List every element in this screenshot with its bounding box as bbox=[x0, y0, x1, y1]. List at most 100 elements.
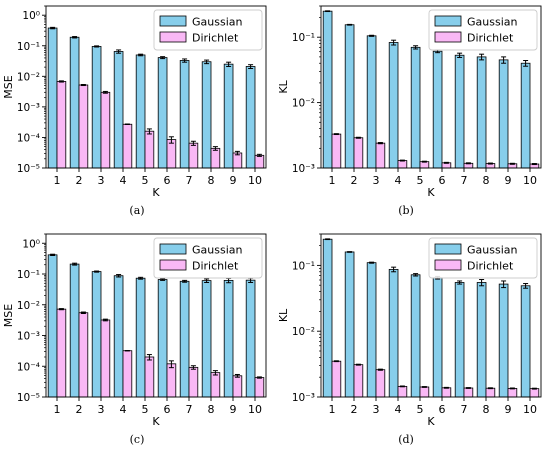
x-axis-label: K bbox=[427, 186, 435, 199]
chart-d-plot: 10⁻³ 10⁻² 10⁻¹ 1 2 3 4 5 6 7 8 9 10 K KL Gaussian Dirich… bbox=[277, 233, 542, 428]
x-tick-label-8: 8 bbox=[208, 174, 215, 187]
y-tick-label: 10⁻³ bbox=[292, 163, 315, 175]
y-tick-label: 10⁻⁵ bbox=[17, 163, 40, 175]
x-tick-label-1: 1 bbox=[329, 174, 336, 187]
bar-gaussian-1 bbox=[322, 10, 333, 169]
bar-dirichlet-5 bbox=[144, 130, 155, 169]
x-axis-label: K bbox=[427, 415, 435, 428]
bar-gaussian-3 bbox=[91, 271, 102, 398]
bar-dirichlet-2 bbox=[78, 84, 89, 169]
legend-swatch-dirichlet bbox=[434, 259, 462, 271]
legend-label-gaussian: Gaussian bbox=[192, 16, 242, 29]
bar-dirichlet-10 bbox=[254, 377, 265, 398]
bar-gaussian-7 bbox=[454, 282, 465, 398]
bar-dirichlet-4 bbox=[397, 385, 408, 398]
plot-frame bbox=[320, 5, 542, 169]
y-tick-label: 10⁻¹ bbox=[292, 260, 315, 272]
bar-gaussian-9 bbox=[223, 279, 234, 398]
x-tick-label-8: 8 bbox=[483, 174, 490, 187]
chart-panel-d: 10⁻³ 10⁻² 10⁻¹ 1 2 3 4 5 6 7 8 9 10 K KL Gaussian Dirich… bbox=[275, 225, 550, 451]
legend-label-dirichlet: Dirichlet bbox=[192, 260, 239, 273]
x-tick-label-9: 9 bbox=[505, 403, 512, 416]
y-tick-label: 10⁻² bbox=[292, 98, 315, 110]
chart-panel-c: 10⁻⁵ 10⁻⁴ 10⁻³ 10⁻² 10⁻¹ 10⁰ 1 2 3 4 5 6 7 8 9 10 K MSE Ga… bbox=[0, 225, 275, 451]
bar-gaussian-2 bbox=[69, 36, 80, 169]
legend-swatch-gaussian bbox=[159, 243, 187, 255]
bar-gaussian-4 bbox=[113, 275, 124, 398]
x-tick-label-9: 9 bbox=[230, 174, 237, 187]
bar-gaussian-7 bbox=[454, 54, 465, 169]
plot-frame bbox=[45, 5, 267, 169]
y-tick-label: 10⁻³ bbox=[292, 392, 315, 404]
x-tick-label-2: 2 bbox=[76, 403, 83, 416]
bar-dirichlet-1 bbox=[56, 308, 67, 398]
legend-swatch-dirichlet bbox=[434, 31, 462, 43]
bar-gaussian-8 bbox=[201, 61, 212, 169]
chart-panel-a: 10⁻⁵ 10⁻⁴ 10⁻³ 10⁻² 10⁻¹ 10⁰ 1 2 3 4 5 6 7 8 9 10 K MSE Ga… bbox=[0, 0, 275, 225]
bar-gaussian-5 bbox=[135, 277, 146, 398]
y-tick-label: 10⁻¹ bbox=[17, 269, 40, 281]
bar-dirichlet-7 bbox=[188, 142, 199, 169]
y-tick-label: 10⁰ bbox=[22, 10, 40, 22]
x-tick-label-5: 5 bbox=[142, 174, 149, 187]
legend-label-dirichlet: Dirichlet bbox=[192, 32, 239, 45]
x-tick-label-9: 9 bbox=[230, 403, 237, 416]
bar-dirichlet-4 bbox=[122, 350, 133, 398]
bar-gaussian-10 bbox=[245, 66, 256, 169]
y-tick-label: 10⁻² bbox=[17, 300, 40, 312]
bar-gaussian-1 bbox=[47, 254, 58, 398]
x-tick-label-4: 4 bbox=[395, 403, 402, 416]
bar-gaussian-8 bbox=[201, 280, 212, 398]
bar-gaussian-4 bbox=[388, 42, 399, 169]
bar-gaussian-10 bbox=[520, 62, 531, 169]
y-tick-label: 10⁻¹ bbox=[292, 32, 315, 44]
x-tick-label-4: 4 bbox=[395, 174, 402, 187]
bar-gaussian-7 bbox=[179, 60, 190, 169]
x-tick-label-4: 4 bbox=[120, 403, 127, 416]
bar-gaussian-9 bbox=[498, 59, 509, 169]
bar-gaussian-3 bbox=[366, 35, 377, 169]
bar-dirichlet-10 bbox=[254, 154, 265, 169]
x-tick-label-7: 7 bbox=[461, 174, 468, 187]
bar-dirichlet-8 bbox=[210, 372, 221, 398]
bar-dirichlet-1 bbox=[56, 81, 67, 169]
x-tick-label-2: 2 bbox=[76, 174, 83, 187]
caption-b: (b) bbox=[398, 204, 414, 217]
x-tick-label-2: 2 bbox=[351, 174, 358, 187]
chart-c-plot: 10⁻⁵ 10⁻⁴ 10⁻³ 10⁻² 10⁻¹ 10⁰ 1 2 3 4 5 6 7 8 9 10 K MSE Ga… bbox=[2, 233, 267, 428]
bar-dirichlet-8 bbox=[485, 387, 496, 398]
y-tick-label: 10⁻³ bbox=[17, 331, 40, 343]
bar-dirichlet-6 bbox=[166, 139, 177, 169]
bar-gaussian-6 bbox=[432, 277, 443, 398]
x-tick-label-3: 3 bbox=[373, 403, 380, 416]
bar-gaussian-6 bbox=[157, 57, 168, 169]
x-tick-label-7: 7 bbox=[186, 174, 193, 187]
bar-gaussian-2 bbox=[344, 251, 355, 398]
y-axis-label: KL bbox=[277, 79, 290, 93]
y-tick-label: 10⁻⁴ bbox=[17, 132, 40, 144]
x-tick-label-5: 5 bbox=[417, 174, 424, 187]
legend-label-dirichlet: Dirichlet bbox=[467, 32, 514, 45]
bar-gaussian-1 bbox=[47, 27, 58, 169]
x-tick-label-5: 5 bbox=[142, 403, 149, 416]
bar-gaussian-10 bbox=[520, 285, 531, 398]
x-tick-label-10: 10 bbox=[248, 403, 262, 416]
y-tick-label: 10⁻² bbox=[292, 326, 315, 338]
bar-dirichlet-8 bbox=[210, 147, 221, 169]
bar-dirichlet-4 bbox=[397, 160, 408, 169]
legend-swatch-dirichlet bbox=[159, 31, 187, 43]
bar-gaussian-5 bbox=[410, 274, 421, 398]
x-tick-label-4: 4 bbox=[120, 174, 127, 187]
y-tick-label: 10⁻¹ bbox=[17, 41, 40, 53]
bar-gaussian-8 bbox=[476, 282, 487, 398]
bar-dirichlet-1 bbox=[331, 360, 342, 398]
bar-gaussian-9 bbox=[223, 63, 234, 169]
bar-gaussian-2 bbox=[344, 24, 355, 169]
caption-c: (c) bbox=[129, 433, 145, 446]
bar-dirichlet-2 bbox=[353, 364, 364, 398]
bar-dirichlet-5 bbox=[419, 386, 430, 398]
x-axis-label: K bbox=[152, 415, 160, 428]
x-tick-label-1: 1 bbox=[54, 174, 61, 187]
bar-gaussian-3 bbox=[91, 46, 102, 169]
x-tick-label-2: 2 bbox=[351, 403, 358, 416]
